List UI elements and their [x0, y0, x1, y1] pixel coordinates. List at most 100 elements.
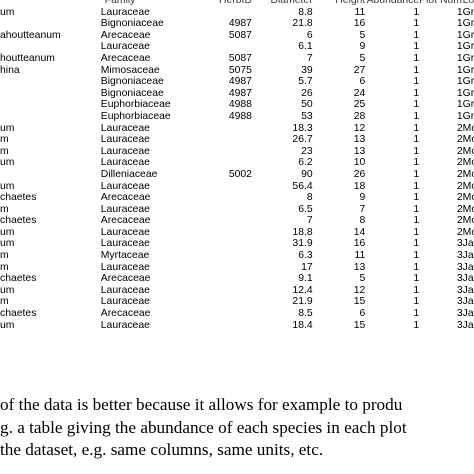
plot-num-cell: 1: [456, 6, 463, 18]
height-cell: 26: [353, 168, 366, 180]
family-cell: Lauraceae: [100, 122, 150, 134]
column-header-herbid: HerbID: [219, 0, 252, 6]
diameter-cell: 21.8: [292, 18, 313, 30]
plot-num-cell: 2: [456, 122, 463, 134]
height-cell: 25: [353, 99, 366, 111]
abundance-cell: 1: [413, 99, 420, 111]
plot-num-cell: 2: [456, 134, 463, 146]
herbid-cell: [208, 157, 252, 169]
family-cell: Lauraceae: [100, 134, 150, 146]
family-cell: Lauraceae: [100, 284, 150, 296]
height-cell: 11: [354, 6, 366, 18]
diameter-cell: 31.9: [292, 238, 313, 250]
species-name-cell: m: [0, 145, 9, 157]
height-cell: 24: [353, 87, 366, 99]
species-name-cell: [0, 18, 101, 30]
locality-cell: Grande: [462, 99, 474, 111]
diameter-cell: 6.2: [298, 157, 313, 169]
family-cell: Bignoniaceae: [100, 18, 164, 30]
abundance-cell: 1: [413, 52, 420, 64]
diameter-cell: 56.4: [292, 180, 313, 192]
locality-cell: Mont F: [462, 215, 474, 227]
family-cell: Bignoniaceae: [100, 87, 164, 99]
diameter-cell: 18.3: [292, 122, 313, 134]
species-name-cell: m: [0, 250, 9, 262]
family-cell: Euphorbiaceae: [100, 99, 171, 111]
herbid-cell: [208, 146, 252, 158]
plot-num-cell: 2: [456, 215, 463, 227]
height-cell: 7: [359, 203, 366, 215]
height-cell: 8: [359, 215, 366, 227]
herbid-cell: 4987: [228, 18, 252, 30]
plot-num-cell: 3: [456, 284, 463, 296]
height-cell: 12: [353, 284, 366, 296]
table-row: m Lauraceae 6.5 7 1 2Mont F: [0, 204, 474, 216]
family-cell: Lauraceae: [100, 41, 150, 53]
height-cell: 13: [353, 145, 366, 157]
caption-line: of the data is better because it allows …: [0, 395, 403, 414]
plot-num-cell: 2: [456, 145, 463, 157]
plot-num-cell: 1: [456, 76, 463, 88]
diameter-cell: 6.3: [298, 250, 313, 262]
column-header-height: Height: [335, 0, 366, 6]
plot-num-cell: 1: [456, 18, 463, 30]
abundance-cell: 1: [413, 145, 420, 157]
family-cell: Lauraceae: [100, 238, 150, 250]
family-cell: Lauraceae: [100, 261, 150, 273]
family-cell: Arecaceae: [100, 308, 151, 320]
height-cell: 14: [353, 226, 366, 238]
family-cell: Lauraceae: [100, 180, 150, 192]
herbid-cell: [208, 123, 252, 135]
diameter-cell: 6.1: [298, 41, 313, 53]
column-header-locality: Loca: [462, 0, 474, 6]
locality-cell: Mont F: [462, 180, 474, 192]
table-body: umLauraceae8.81111GrandeBignoniaceae4987…: [0, 7, 474, 332]
herbid-cell: 5087: [228, 52, 252, 64]
abundance-cell: 1: [413, 87, 420, 99]
family-cell: Euphorbiaceae: [100, 110, 171, 122]
species-name-cell: m: [0, 203, 9, 215]
diameter-cell: 8.8: [298, 6, 313, 18]
abundance-cell: 1: [413, 6, 420, 18]
column-header-family: Family: [104, 0, 136, 6]
species-name-cell: um: [0, 319, 15, 331]
family-cell: Mimosaceae: [100, 64, 160, 76]
height-cell: 13: [353, 134, 366, 146]
locality-cell: Mont F: [462, 203, 474, 215]
locality-cell: Grande: [462, 18, 474, 30]
species-name-cell: houtteanum: [0, 52, 55, 64]
caption-line: g. a table giving the abundance of each …: [0, 417, 407, 437]
herbid-cell: [208, 7, 252, 19]
locality-cell: Mont F: [462, 192, 474, 204]
height-cell: 11: [354, 250, 366, 262]
plot-num-cell: 1: [456, 52, 463, 64]
herbid-cell: [208, 204, 252, 216]
height-cell: 6: [359, 308, 366, 320]
table-row: um Lauraceae 56.4 18 1 2Mont F: [0, 181, 474, 193]
locality-cell: Mont F: [462, 157, 474, 169]
family-cell: Lauraceae: [100, 203, 150, 215]
family-cell: Lauraceae: [100, 157, 150, 169]
species-name-cell: [0, 76, 101, 88]
table-row: Euphorbiaceae4988532811Grande: [0, 111, 474, 123]
family-cell: Arecaceae: [100, 273, 151, 285]
abundance-cell: 1: [413, 41, 420, 53]
height-cell: 9: [359, 41, 366, 53]
table-row: um Lauraceae 31.9 16 1 3Jardin M: [0, 238, 474, 250]
herbid-cell: 4987: [228, 87, 252, 99]
height-cell: 6: [359, 76, 366, 88]
abundance-cell: 1: [413, 180, 420, 192]
diameter-cell: 53: [301, 110, 313, 122]
herbid-cell: [208, 285, 252, 297]
plot-num-cell: 2: [456, 180, 463, 192]
herbid-cell: 5087: [228, 29, 252, 41]
species-name-cell: m: [0, 261, 9, 273]
height-cell: 5: [359, 273, 366, 285]
species-name-cell: [0, 169, 101, 181]
locality-cell: Jardin M: [462, 284, 474, 296]
height-cell: 5: [359, 52, 366, 64]
